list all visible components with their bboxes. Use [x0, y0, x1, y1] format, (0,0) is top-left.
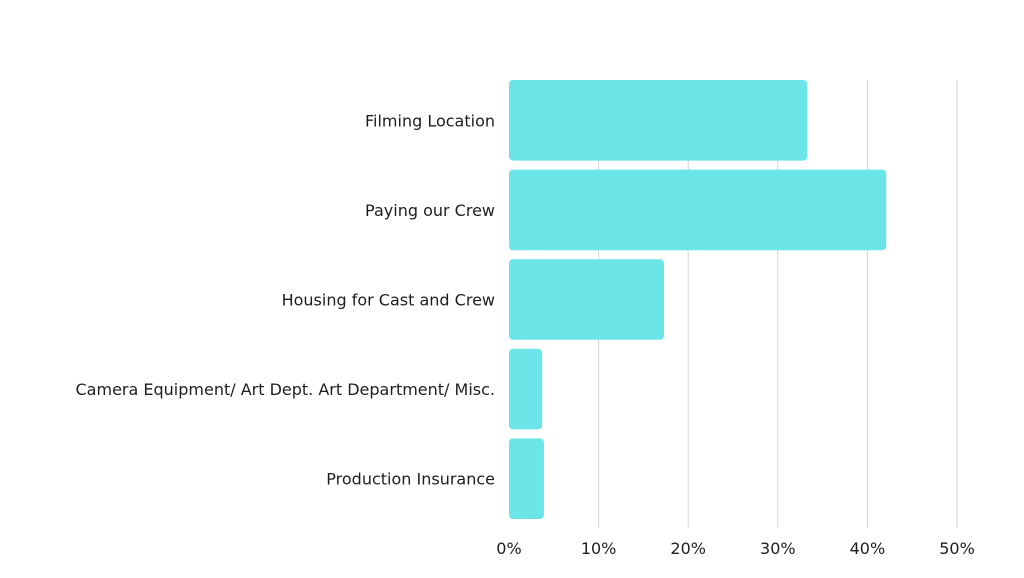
bars	[509, 80, 887, 519]
x-tick-label: 30%	[760, 539, 796, 558]
category-label: Filming Location	[365, 111, 495, 130]
category-label: Camera Equipment/ Art Dept. Art Departme…	[76, 380, 496, 399]
x-axis-ticks: 0% 10% 20% 30% 40% 50%	[496, 539, 974, 558]
category-label: Housing for Cast and Crew	[282, 291, 495, 310]
bar	[509, 438, 544, 519]
category-labels: Filming Location Paying our Crew Housing f…	[76, 111, 496, 488]
x-tick-label: 40%	[850, 539, 886, 558]
x-tick-label: 20%	[670, 539, 706, 558]
x-tick-label: 0%	[496, 539, 521, 558]
category-label: Production Insurance	[326, 470, 495, 489]
bar	[509, 348, 543, 430]
bar	[509, 259, 665, 340]
bar	[509, 169, 887, 251]
x-tick-label: 50%	[939, 539, 975, 558]
category-label: Paying our Crew	[365, 201, 495, 220]
x-tick-label: 10%	[581, 539, 617, 558]
bar	[509, 80, 808, 161]
